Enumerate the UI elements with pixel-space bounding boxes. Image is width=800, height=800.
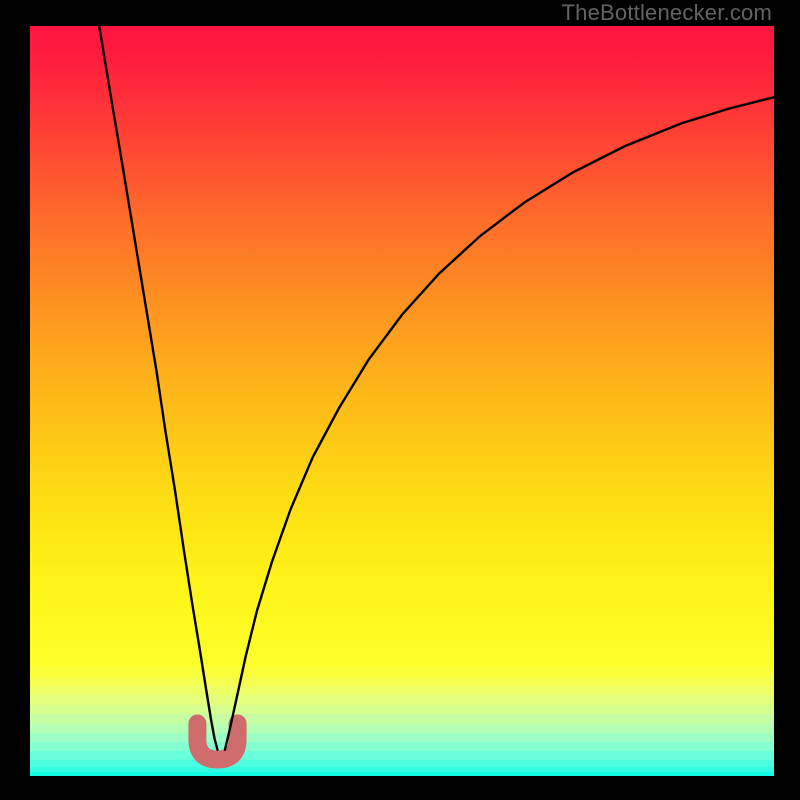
curve-right xyxy=(225,97,774,750)
optimal-indicator xyxy=(197,724,237,760)
watermark-source: TheBottlenecker.com xyxy=(562,0,772,26)
curve-left xyxy=(99,26,217,750)
bottleneck-curve xyxy=(30,26,774,776)
